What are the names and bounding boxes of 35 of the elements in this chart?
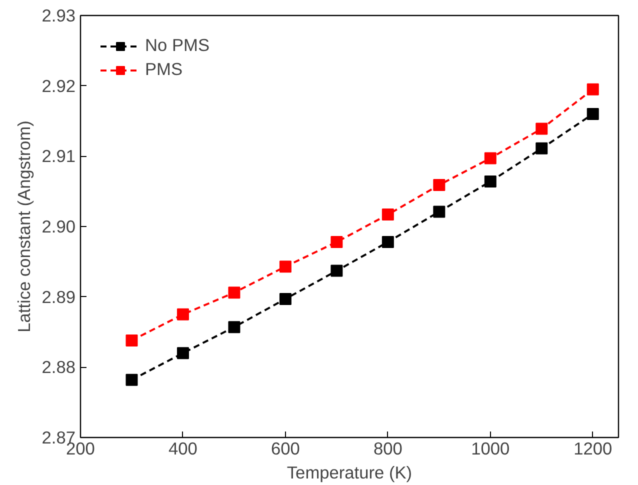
x-tick-label: 1200	[574, 438, 612, 458]
y-tick-label: 2.93	[42, 6, 76, 26]
point	[433, 206, 446, 218]
point	[330, 236, 343, 248]
x-tick-label: 800	[373, 438, 402, 458]
point	[586, 108, 599, 120]
point	[228, 321, 240, 334]
point	[382, 236, 394, 248]
point	[536, 122, 548, 135]
y-tick-label: 2.88	[42, 357, 76, 378]
point	[536, 142, 548, 154]
point	[126, 374, 138, 386]
y-tick-label: 2.92	[42, 76, 76, 96]
point	[279, 260, 292, 273]
point	[228, 286, 240, 299]
point	[484, 152, 496, 164]
legend-label: PMS	[145, 59, 183, 80]
x-tick-label: 400	[168, 438, 198, 458]
point	[330, 264, 343, 277]
x-axis-title: Temperature (K)	[286, 462, 412, 482]
point	[484, 175, 496, 188]
x-tick-label: 1000	[471, 438, 510, 458]
point	[176, 347, 189, 360]
y-tick-label: 2.91	[42, 146, 76, 166]
point	[126, 334, 138, 346]
point	[176, 308, 189, 320]
y-axis-title: Lattice constant (Angstrom)	[14, 120, 34, 332]
legend-label: No PMS	[145, 35, 210, 56]
y-tick-label: 2.90	[42, 216, 76, 236]
point	[279, 292, 292, 305]
point	[433, 179, 446, 192]
x-tick-label: 600	[270, 438, 300, 458]
point	[586, 83, 599, 96]
point	[382, 208, 394, 221]
y-tick-label: 2.89	[42, 286, 76, 307]
